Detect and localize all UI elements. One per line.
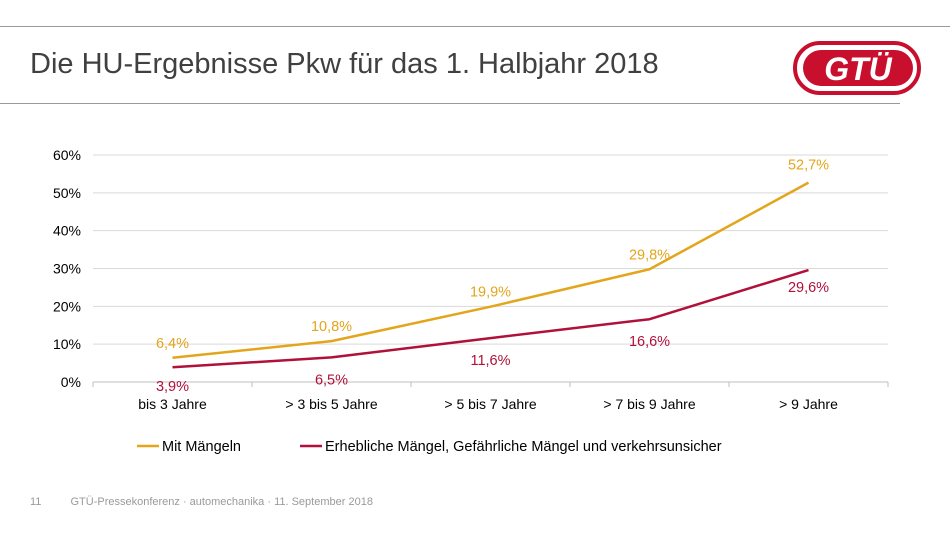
data-labels: 6,4% 10,8% 19,9% 29,8% 52,7% 3,9% 6,5% 11,6% 16,… (156, 158, 829, 396)
y-tick-label: 0% (61, 374, 81, 390)
page-number: 11 (30, 496, 42, 508)
data-label: 6,5% (315, 372, 348, 388)
series-line-1 (172, 181, 810, 360)
x-axis (92, 381, 889, 387)
chart-legend: Mit Mängeln Erhebliche Mängel, Gefährlich… (137, 439, 722, 455)
x-tick-label: bis 3 Jahre (138, 396, 207, 412)
x-tick-label: > 5 bis 7 Jahre (444, 396, 536, 412)
data-label: 3,9% (156, 379, 189, 395)
data-label: 16,6% (629, 334, 670, 350)
page-title: Die HU-Ergebnisse Pkw für das 1. Halbjah… (30, 48, 659, 80)
footer: 11 GTÜ-Pressekonferenz · automechanika ·… (30, 496, 373, 508)
data-label: 19,9% (470, 285, 511, 301)
data-label: 10,8% (311, 319, 352, 335)
y-tick-label: 60% (53, 147, 81, 163)
series-line-2 (172, 268, 809, 369)
chart-gridlines (93, 154, 888, 345)
legend-label-1: Mit Mängeln (162, 439, 241, 455)
y-tick-label: 30% (53, 261, 81, 277)
legend-label-2: Erhebliche Mängel, Gefährliche Mängel un… (325, 439, 722, 455)
data-label: 29,6% (788, 280, 829, 296)
y-axis-ticks: 0% 10% 20% 30% 40% 50% 60% (53, 147, 81, 390)
title-divider (0, 103, 900, 104)
x-tick-label: > 9 Jahre (779, 396, 838, 412)
data-label: 11,6% (470, 353, 510, 369)
data-label: 29,8% (629, 247, 670, 263)
x-tick-label: > 7 bis 9 Jahre (603, 396, 695, 412)
y-tick-label: 10% (53, 336, 81, 352)
footer-text: GTÜ-Pressekonferenz · automechanika · 11… (70, 496, 373, 508)
data-label: 52,7% (788, 158, 829, 174)
series-lines (172, 181, 810, 369)
x-tick-label: > 3 bis 5 Jahre (285, 396, 377, 412)
y-tick-label: 20% (53, 298, 81, 314)
logo-text: GTÜ (824, 51, 892, 87)
y-tick-label: 50% (53, 185, 81, 201)
y-tick-label: 40% (53, 223, 81, 239)
top-divider (0, 26, 950, 27)
gtu-logo: GTÜ (793, 41, 921, 95)
data-label: 6,4% (156, 336, 189, 352)
x-axis-ticks: bis 3 Jahre > 3 bis 5 Jahre > 5 bis 7 Jahr… (138, 396, 838, 412)
